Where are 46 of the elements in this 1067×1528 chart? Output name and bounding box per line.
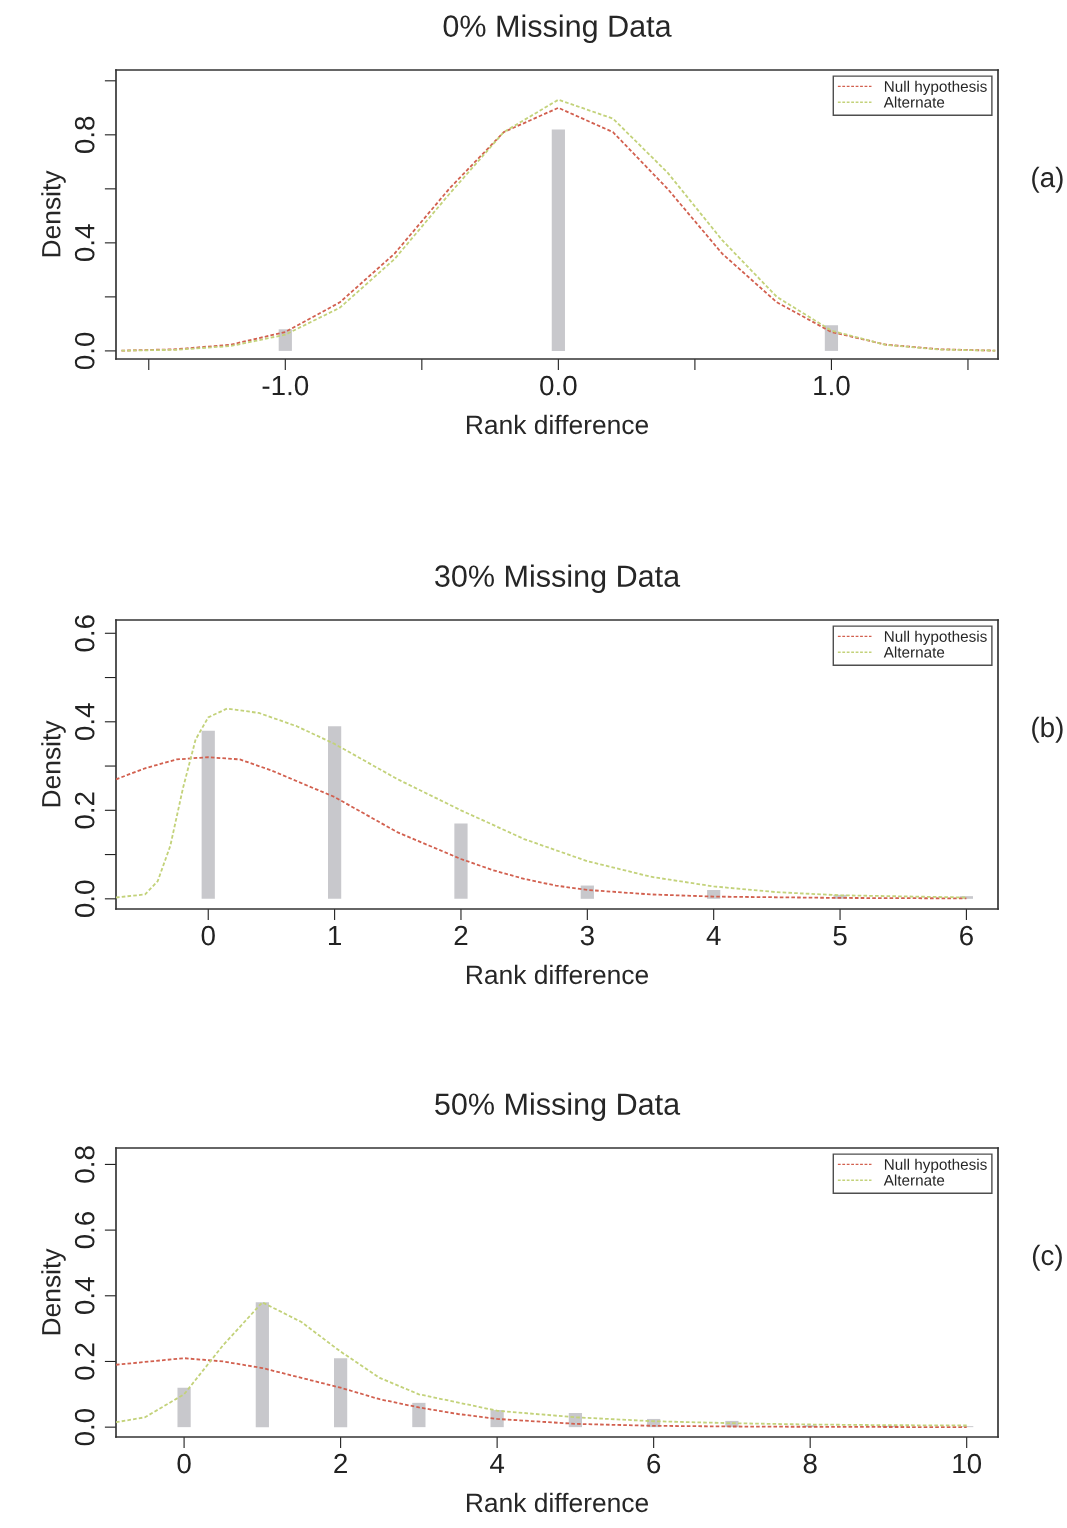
x-axis-title: Rank difference bbox=[466, 414, 649, 435]
text: (a) bbox=[1032, 166, 1063, 193]
x-tick-label: 0 bbox=[177, 1453, 191, 1474]
legend-label: Alternate bbox=[883, 96, 945, 108]
text: (c) bbox=[1032, 1244, 1062, 1271]
y-axis-title: Density bbox=[41, 1248, 66, 1335]
x-tick-label: 1.0 bbox=[814, 375, 850, 396]
x-tick-label: 0 bbox=[201, 925, 215, 946]
y-axis-title: Density bbox=[41, 720, 66, 807]
chart-title: 0% Missing Data bbox=[443, 14, 672, 44]
legend-label: Null hypothesis bbox=[884, 1158, 987, 1173]
text: (b) bbox=[1032, 716, 1063, 743]
legend-label: Alternate bbox=[883, 1174, 945, 1186]
x-tick-label: 1 bbox=[329, 925, 341, 946]
x-tick-label: 5 bbox=[833, 925, 847, 946]
x-tick-label: 6 bbox=[647, 1453, 661, 1474]
y-tick-label: 0.0 bbox=[74, 1408, 95, 1446]
y-tick-label: 0.4 bbox=[74, 224, 95, 262]
y-tick-label: 0.4 bbox=[74, 1277, 95, 1314]
chart-title: 50% Missing Data bbox=[435, 1092, 681, 1122]
x-tick-label: -1.0 bbox=[262, 375, 309, 396]
x-tick-label: 4 bbox=[706, 925, 721, 946]
x-tick-label: 10 bbox=[953, 1453, 982, 1474]
x-tick-label: 2 bbox=[454, 925, 468, 946]
legend-label: Null hypothesis bbox=[884, 80, 987, 95]
y-tick-label: 0.2 bbox=[74, 792, 95, 829]
x-axis-title: Rank difference bbox=[466, 964, 649, 985]
y-tick-label: 0.8 bbox=[74, 116, 95, 154]
x-tick-label: 6 bbox=[960, 925, 973, 946]
x-tick-label: 4 bbox=[490, 1453, 505, 1474]
x-tick-label: 0.0 bbox=[540, 375, 577, 396]
legend-label: Alternate bbox=[883, 646, 945, 658]
legend-label: Null hypothesis bbox=[884, 630, 987, 645]
chart-title: 30% Missing Data bbox=[435, 564, 681, 594]
y-tick-label: 0.0 bbox=[74, 880, 95, 918]
y-axis-title: Density bbox=[41, 170, 66, 257]
y-tick-label: 0.2 bbox=[74, 1343, 95, 1380]
x-tick-label: 3 bbox=[580, 925, 594, 946]
x-tick-label: 8 bbox=[803, 1453, 817, 1474]
y-tick-label: 0.4 bbox=[74, 703, 95, 741]
y-tick-label: 0.8 bbox=[74, 1146, 95, 1183]
x-tick-label: 2 bbox=[334, 1453, 347, 1474]
y-tick-label: 0.6 bbox=[74, 1212, 95, 1249]
y-tick-label: 0.0 bbox=[74, 332, 95, 370]
y-tick-label: 0.6 bbox=[74, 615, 95, 652]
x-axis-title: Rank difference bbox=[466, 1492, 649, 1513]
